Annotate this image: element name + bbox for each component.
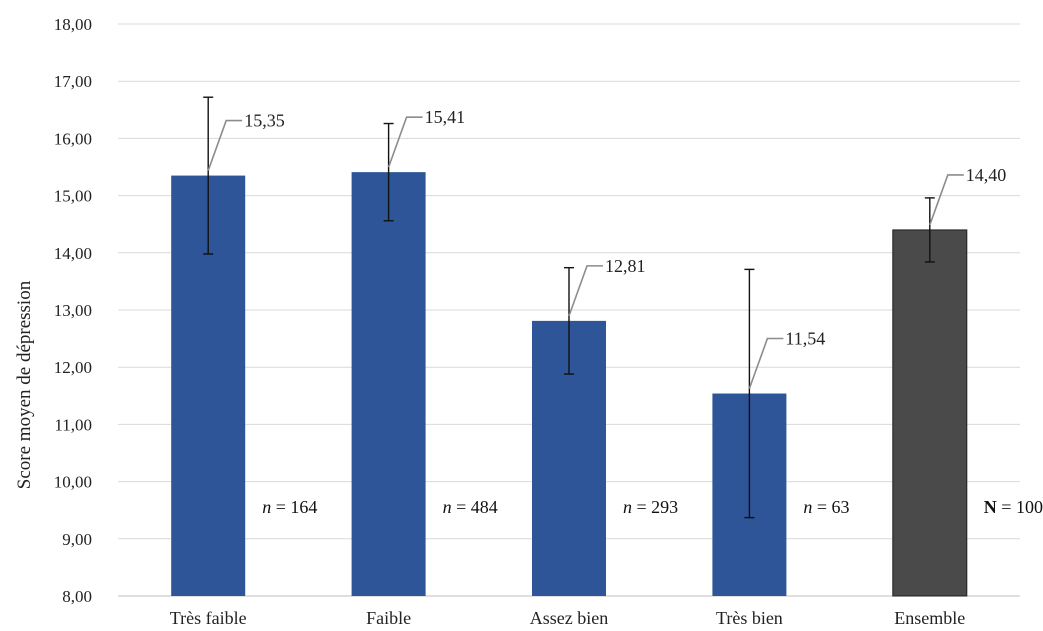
label-leader bbox=[207, 119, 243, 171]
category-label: Faible bbox=[366, 608, 411, 628]
label-leader bbox=[568, 265, 603, 317]
bar bbox=[351, 172, 426, 596]
data-labels: 15,35 15,41 12,81 11,54 14,40 bbox=[244, 107, 1006, 348]
category-label: Très faible bbox=[170, 608, 247, 628]
y-tick-label: 18,00 bbox=[54, 15, 92, 34]
data-label: 15,35 bbox=[244, 111, 285, 131]
label-leader bbox=[387, 116, 423, 168]
y-tick-label: 11,00 bbox=[54, 415, 92, 434]
y-tick-label: 13,00 bbox=[54, 301, 92, 320]
label-leaders bbox=[207, 116, 964, 389]
y-tick-label: 8,00 bbox=[62, 587, 92, 606]
y-tick-label: 15,00 bbox=[54, 187, 92, 206]
y-tick-label: 9,00 bbox=[62, 530, 92, 549]
error-bars bbox=[203, 96, 935, 519]
category-label: Ensemble bbox=[894, 608, 965, 628]
y-tick-labels: 8,00 9,00 10,00 11,00 12,00 13,00 14,00 15,00 16… bbox=[54, 15, 92, 606]
sample-size-labels: n = 164 n = 484 n = 293 n = 63 N = 1004 bbox=[262, 497, 1043, 517]
y-tick-label: 10,00 bbox=[54, 473, 92, 492]
category-label: Très bien bbox=[716, 608, 783, 628]
sample-size-label: n = 63 bbox=[803, 497, 849, 517]
y-tick-label: 16,00 bbox=[54, 129, 92, 148]
data-label: 12,81 bbox=[605, 256, 646, 276]
bars bbox=[171, 172, 968, 597]
y-tick-label: 14,00 bbox=[54, 244, 92, 263]
data-label: 14,40 bbox=[966, 165, 1007, 185]
y-tick-label: 12,00 bbox=[54, 358, 92, 377]
label-leader bbox=[748, 337, 784, 389]
y-tick-label: 17,00 bbox=[54, 72, 92, 91]
bar bbox=[892, 229, 968, 597]
category-labels: Très faible Faible Assez bien Très bien Ense… bbox=[170, 608, 966, 628]
sample-size-label: n = 164 bbox=[262, 497, 317, 517]
sample-size-label: n = 484 bbox=[443, 497, 498, 517]
category-label: Assez bien bbox=[530, 608, 608, 628]
data-label: 15,41 bbox=[425, 107, 466, 127]
data-label: 11,54 bbox=[785, 329, 825, 349]
sample-size-label: N = 1004 bbox=[984, 497, 1043, 517]
sample-size-label: n = 293 bbox=[623, 497, 678, 517]
label-leader bbox=[929, 174, 964, 226]
y-axis-title: Score moyen de dépression bbox=[14, 280, 35, 489]
